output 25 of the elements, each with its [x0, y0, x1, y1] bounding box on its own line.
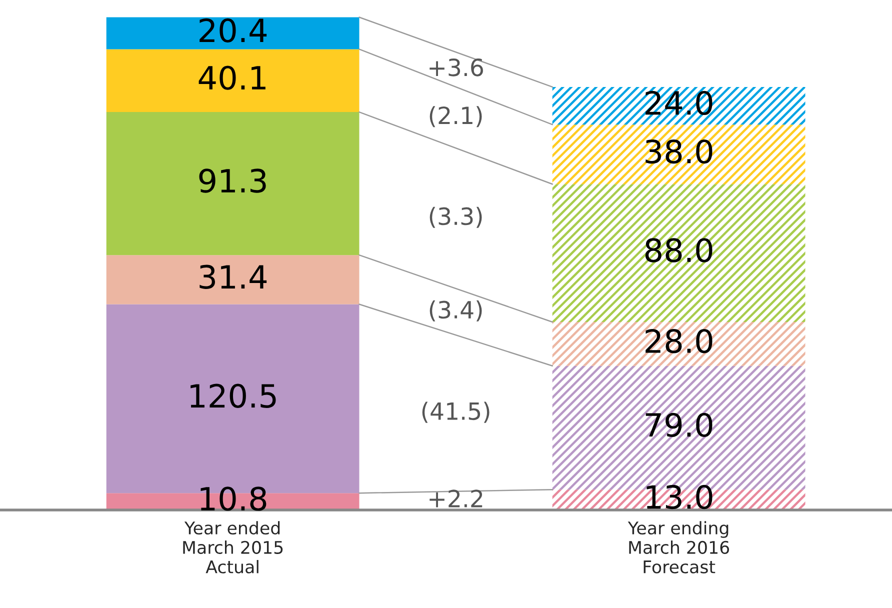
annotation: (3.4) — [430, 300, 482, 322]
x-tick-label: Year ended March 2015 Actual — [183, 521, 283, 574]
annotation: +2.2 — [430, 490, 482, 508]
data-label: 28.0 — [646, 329, 712, 354]
data-label: 79.0 — [646, 412, 712, 438]
data-label: 13.0 — [646, 484, 712, 510]
bar — [552, 124, 806, 184]
data-label: 31.4 — [200, 264, 267, 289]
data-label: 120.5 — [190, 384, 276, 408]
x-tick-label: Year ending March 2016 Forecast — [628, 521, 730, 574]
data-label: 20.4 — [200, 18, 267, 42]
bar — [106, 49, 360, 112]
annotation: (41.5) — [422, 402, 490, 423]
data-label: 91.3 — [199, 168, 266, 193]
annotation: +3.6 — [430, 58, 483, 76]
bar — [106, 17, 360, 50]
data-label: 40.1 — [198, 66, 266, 90]
bar — [552, 184, 806, 322]
bar — [552, 86, 806, 125]
bar — [106, 112, 360, 256]
bar — [106, 255, 360, 304]
annotation: (2.1) — [430, 106, 482, 128]
data-label: 10.8 — [200, 486, 266, 511]
bar — [552, 322, 806, 366]
annotation: (3.3) — [430, 206, 482, 228]
